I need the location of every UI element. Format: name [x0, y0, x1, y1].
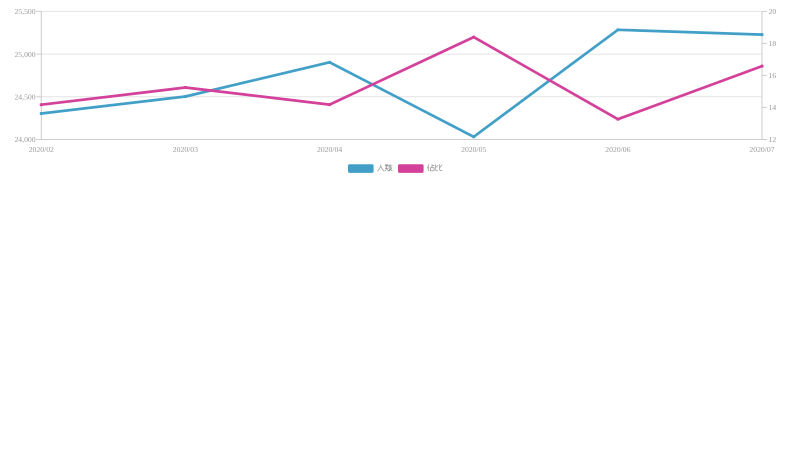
- svg-text:12: 12: [769, 135, 777, 144]
- svg-text:24,500: 24,500: [14, 93, 35, 102]
- svg-text:2020/05: 2020/05: [461, 145, 486, 154]
- svg-text:18: 18: [769, 39, 777, 48]
- svg-text:2020/06: 2020/06: [605, 145, 630, 154]
- svg-text:2020/02: 2020/02: [29, 145, 54, 154]
- svg-text:25,500: 25,500: [14, 7, 35, 16]
- svg-text:14: 14: [769, 103, 777, 112]
- svg-text:2020/04: 2020/04: [317, 145, 342, 154]
- svg-text:2020/07: 2020/07: [749, 145, 774, 154]
- svg-text:20: 20: [769, 7, 777, 16]
- svg-text:16: 16: [769, 71, 777, 80]
- svg-text:25,000: 25,000: [14, 50, 35, 59]
- svg-text:24,000: 24,000: [14, 135, 35, 144]
- svg-text:2020/03: 2020/03: [173, 145, 198, 154]
